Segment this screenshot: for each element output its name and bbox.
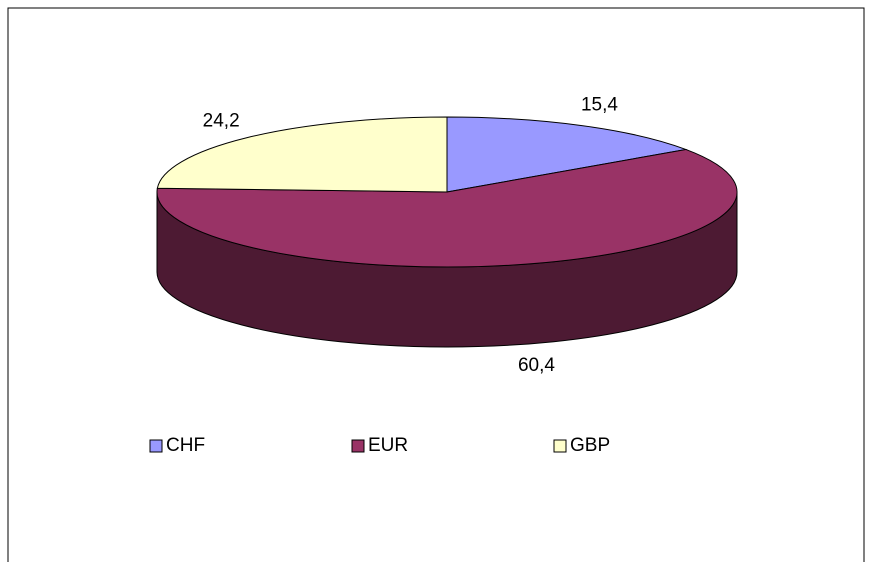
chart-frame	[7, 7, 865, 562]
data-label: 15,4	[581, 95, 618, 116]
legend-swatch	[149, 439, 163, 453]
pie-slice	[446, 116, 688, 193]
legend-swatch	[351, 439, 365, 453]
data-label: 24,2	[203, 110, 240, 131]
legend-label: CHF	[166, 435, 205, 456]
legend-label: EUR	[368, 435, 408, 456]
pie-slice	[156, 116, 448, 193]
legend-label: GBP	[570, 435, 610, 456]
pie-slice	[156, 148, 738, 268]
data-label: 60,4	[518, 355, 555, 376]
legend-swatch	[553, 439, 567, 453]
